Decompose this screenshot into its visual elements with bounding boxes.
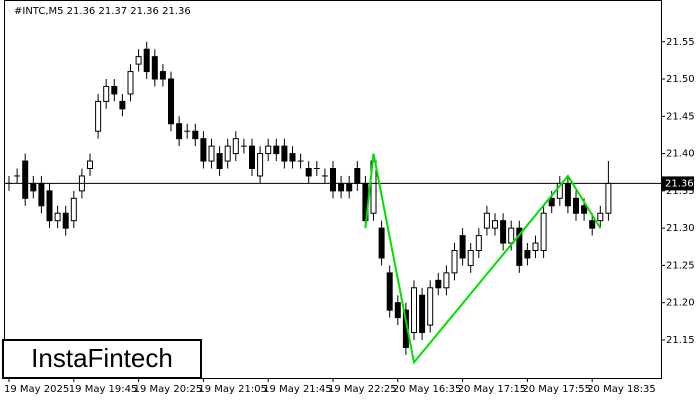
x-tick-label: 19 May 19:45 [69,384,138,395]
candle-body [46,190,53,222]
candle-body [62,212,69,229]
candle-body [564,182,571,207]
candle-body [378,227,385,259]
candle-body [443,272,450,289]
candle-body [38,182,45,207]
candle-body [330,167,336,192]
x-tick-label: 20 May 17:55 [522,384,591,395]
price-label-box [662,176,694,191]
candle-body [411,287,417,334]
candle-body [87,160,93,169]
candle-body [289,153,296,162]
candle-body [597,212,604,222]
y-tick-label: 21.45 [666,111,695,122]
candle-body [265,145,272,155]
candle-body [532,242,539,252]
candle-body [467,250,474,266]
candle-body [95,100,102,132]
candle-body [354,167,361,184]
candle-body [346,182,353,192]
candle-body [427,287,434,326]
candle-body [281,145,288,162]
x-tick-label: 20 May 18:35 [587,384,656,395]
candle-body [159,71,166,80]
candle-body [22,160,29,199]
candle-body [151,56,158,80]
x-tick-label: 19 May 20:25 [134,384,203,395]
candle-body [192,130,199,140]
candle-body [492,220,498,229]
x-tick-label: 20 May 16:35 [393,384,462,395]
y-tick-label: 21.15 [666,335,695,346]
candle-body [508,227,515,244]
candle-body [605,182,612,214]
candle-body [500,220,507,244]
candle-body [257,153,264,177]
y-tick-label: 21.25 [666,260,695,271]
candle-body [30,182,37,192]
candle-body [176,123,183,140]
y-tick-label: 21.30 [666,223,695,234]
candle-body [54,212,61,222]
candle-body [273,145,280,155]
candle-body [216,153,223,169]
candle-body [459,235,466,259]
candle-body [451,250,458,274]
candle-body [483,212,490,229]
candle-body [540,212,547,252]
x-tick-label: 19 May 21:45 [263,384,332,395]
candle-body [208,145,215,162]
candle-body [111,85,118,95]
candle-body [135,56,142,65]
pattern-line [364,153,602,365]
candle-body [119,100,126,110]
y-tick-label: 21.20 [666,298,695,309]
x-tick-label: 19 May 2025 [4,384,69,395]
y-tick-label: 21.40 [666,149,695,160]
price-label: 21.36 [665,178,694,189]
candle-body [103,85,110,102]
x-tick-label: 19 May 22:25 [328,384,397,395]
candle-body [224,145,231,162]
brand-box [2,339,202,379]
x-tick-label: 19 May 21:05 [198,384,267,395]
candle-body [435,279,442,289]
candle-body [581,205,588,214]
candle-body [548,197,555,207]
candle-body [70,197,77,222]
candle-body [573,197,579,214]
candle-body [200,138,207,162]
y-tick-label: 21.50 [666,74,695,85]
candle-body [589,220,596,229]
brand-logo: InstaFintech [31,343,173,373]
candle-body [232,138,239,155]
candle-body [516,227,523,266]
x-tick-label: 20 May 17:15 [458,384,527,395]
candle-body [143,48,150,73]
candle-body [249,145,255,169]
y-tick-label: 21.55 [666,37,695,48]
candle-body [524,250,531,259]
candle-body [168,78,174,125]
chart-title: #INTC,M5 21.36 21.37 21.36 21.36 [14,6,191,17]
candle-body [338,182,345,192]
candle-body [394,302,401,319]
candle-body [419,294,426,334]
candle-body [305,167,312,177]
candle-body [127,71,134,95]
candle-body [386,272,393,311]
y-tick-label: 21.35 [666,186,695,197]
candle-body [475,235,482,252]
